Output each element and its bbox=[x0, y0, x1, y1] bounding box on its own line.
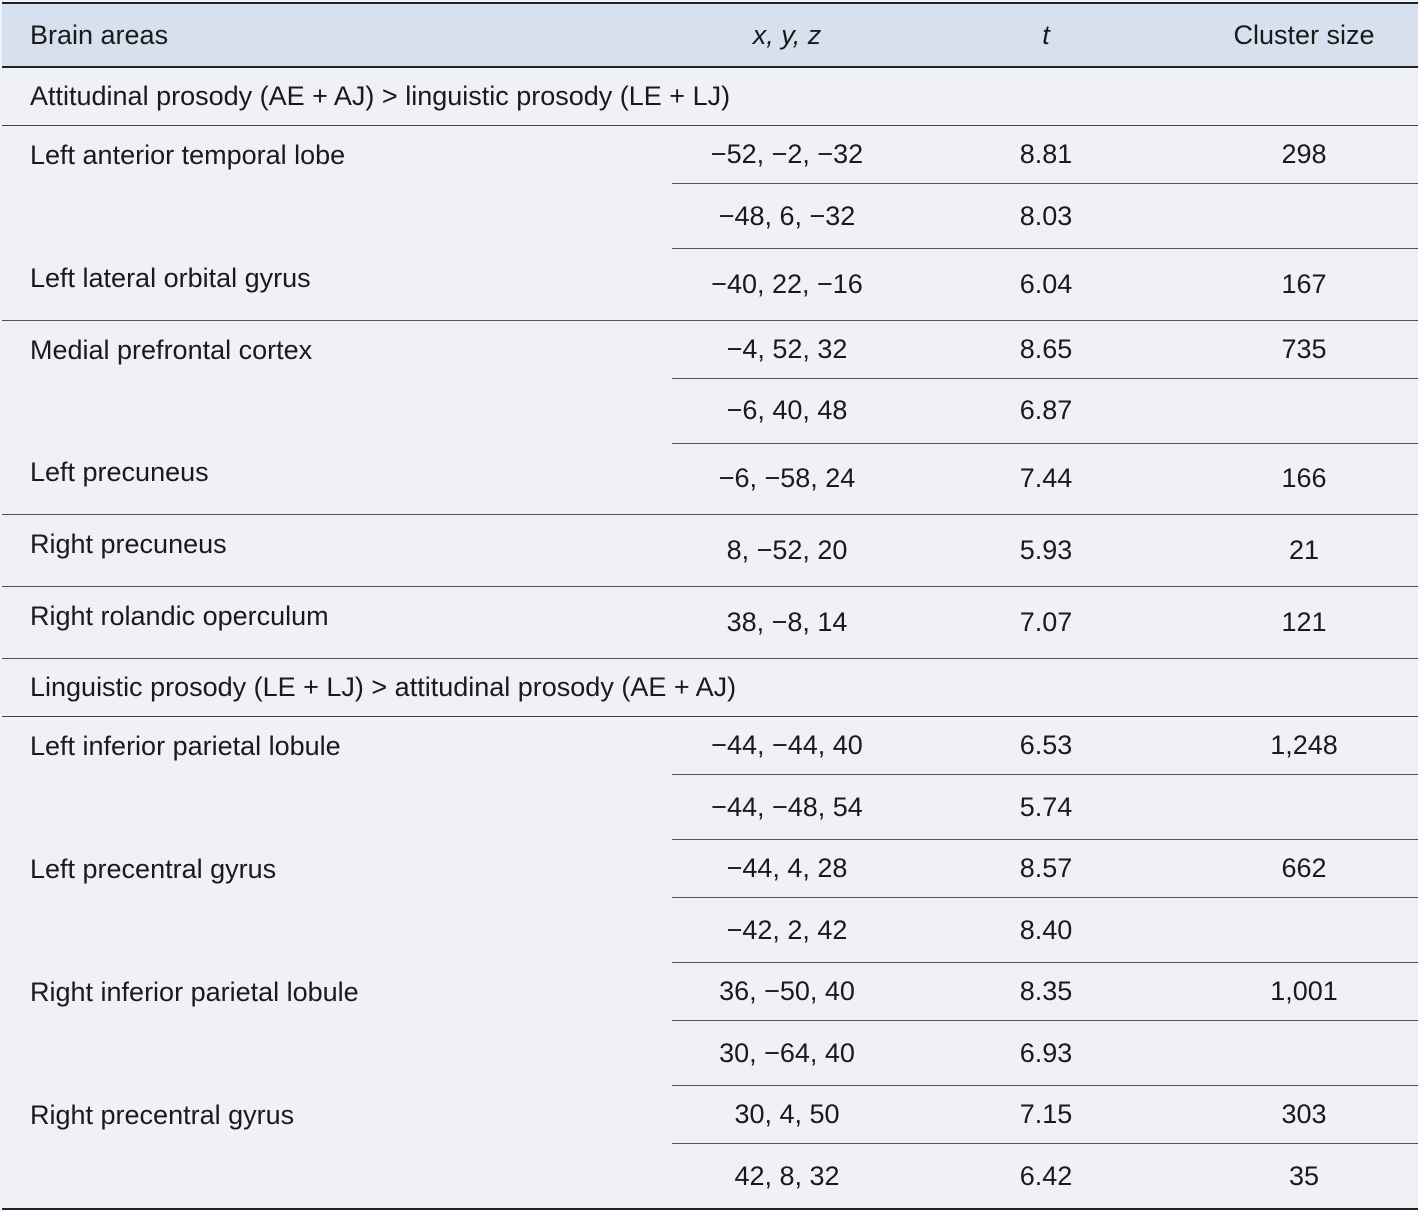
header-coordinates: x, y, z bbox=[672, 2, 902, 68]
brain-area-cell: Left precuneus bbox=[2, 443, 672, 515]
coordinates-cell: 42, 8, 32 bbox=[672, 1143, 902, 1210]
coordinates-cell: −42, 2, 42 bbox=[672, 897, 902, 963]
t-value-cell: 5.74 bbox=[902, 774, 1190, 840]
brain-area-cell: Left inferior parietal lobule bbox=[30, 731, 341, 761]
section-title: Linguistic prosody (LE + LJ) > attitudin… bbox=[2, 658, 1418, 717]
t-value-cell: 6.53 bbox=[902, 716, 1190, 775]
table-row: Medial prefrontal cortex −4, 52, 32 8.65 73… bbox=[2, 320, 1418, 379]
coordinates-cell: −6, 40, 48 bbox=[672, 378, 902, 444]
cluster-size-cell: 735 bbox=[1190, 320, 1418, 379]
brain-area-cell: Left lateral orbital gyrus bbox=[2, 248, 672, 321]
table-header-row: Brain areas x, y, z t Cluster size bbox=[2, 2, 1418, 68]
cluster-size-cell: 21 bbox=[1190, 514, 1418, 587]
table-row: −42, 2, 42 8.40 bbox=[2, 897, 1418, 963]
coordinates-cell: −44, −48, 54 bbox=[672, 774, 902, 840]
cluster-size-cell: 1,248 bbox=[1190, 716, 1418, 775]
header-t-value: t bbox=[902, 2, 1190, 68]
cluster-size-cell: 303 bbox=[1190, 1085, 1418, 1144]
table-body: Attitudinal prosody (AE + AJ) > linguist… bbox=[2, 67, 1418, 1210]
coordinates-cell: −52, −2, −32 bbox=[672, 125, 902, 184]
t-value-cell: 6.04 bbox=[902, 248, 1190, 321]
cluster-size-cell: 35 bbox=[1190, 1143, 1418, 1210]
section-header-row: Attitudinal prosody (AE + AJ) > linguist… bbox=[2, 67, 1418, 126]
table-row: Right rolandic operculum 38, −8, 14 7.07 12… bbox=[2, 586, 1418, 659]
brain-area-cell: Right precuneus bbox=[2, 514, 672, 587]
t-value-cell: 6.87 bbox=[902, 378, 1190, 444]
coordinates-cell: −4, 52, 32 bbox=[672, 320, 902, 379]
coordinates-cell: −48, 6, −32 bbox=[672, 183, 902, 249]
section-header-row: Linguistic prosody (LE + LJ) > attitudin… bbox=[2, 658, 1418, 717]
brain-area-cell: Right precentral gyrus bbox=[2, 1085, 672, 1210]
t-value-cell: 7.44 bbox=[902, 443, 1190, 515]
cluster-size-cell: 298 bbox=[1190, 125, 1418, 184]
coordinates-cell: 30, −64, 40 bbox=[672, 1020, 902, 1086]
cluster-size-cell bbox=[1190, 378, 1418, 444]
t-value-cell: 8.57 bbox=[902, 839, 1190, 898]
coordinates-cell: 36, −50, 40 bbox=[672, 962, 902, 1021]
table-row: −44, −48, 54 5.74 bbox=[2, 774, 1418, 840]
brain-area-cell: Right rolandic operculum bbox=[2, 586, 672, 659]
coordinates-cell: −40, 22, −16 bbox=[672, 248, 902, 321]
brain-area-cell: Left precentral gyrus bbox=[30, 853, 277, 884]
table-row: Left lateral orbital gyrus −40, 22, −16 6.… bbox=[2, 248, 1418, 321]
cluster-size-cell: 166 bbox=[1190, 443, 1418, 515]
t-value-cell: 6.42 bbox=[902, 1143, 1190, 1210]
coordinates-cell: 8, −52, 20 bbox=[672, 514, 902, 587]
t-value-cell: 7.15 bbox=[902, 1085, 1190, 1144]
coordinates-cell: 30, 4, 50 bbox=[672, 1085, 902, 1144]
coordinates-cell: −44, −44, 40 bbox=[672, 716, 902, 775]
coordinates-cell: −44, 4, 28 bbox=[672, 839, 902, 898]
brain-area-cell: Left anterior temporal lobe bbox=[30, 140, 346, 170]
coordinates-cell: −6, −58, 24 bbox=[672, 443, 902, 515]
table-row: 30, −64, 40 6.93 bbox=[2, 1020, 1418, 1086]
brain-area-cell: Right inferior parietal lobule bbox=[30, 976, 359, 1007]
header-cluster-size: Cluster size bbox=[1190, 2, 1418, 68]
table-row: Left precentral gyrus −44, 4, 28 8.57 662 bbox=[2, 839, 1418, 898]
table-row: Right precentral gyrus 30, 4, 50 7.15 303 bbox=[2, 1085, 1418, 1210]
cluster-size-cell: 167 bbox=[1190, 248, 1418, 321]
cluster-size-cell bbox=[1190, 774, 1418, 840]
t-value-cell: 7.07 bbox=[902, 586, 1190, 659]
section-title: Attitudinal prosody (AE + AJ) > linguist… bbox=[2, 67, 1418, 126]
table-row: Left inferior parietal lobule −44, −44, 4… bbox=[2, 716, 1418, 775]
t-value-cell: 8.40 bbox=[902, 897, 1190, 963]
table-row: Left anterior temporal lobe −52, −2, −32 8… bbox=[2, 125, 1418, 184]
t-value-cell: 8.81 bbox=[902, 125, 1190, 184]
brain-area-cell: Medial prefrontal cortex bbox=[30, 334, 313, 365]
table-row: Right inferior parietal lobule 36, −50, 4… bbox=[2, 962, 1418, 1021]
t-value-cell: 8.35 bbox=[902, 962, 1190, 1021]
cluster-size-cell: 662 bbox=[1190, 839, 1418, 898]
header-brain-areas: Brain areas bbox=[2, 2, 672, 68]
t-value-cell: 5.93 bbox=[902, 514, 1190, 587]
cluster-size-cell bbox=[1190, 897, 1418, 963]
t-value-cell: 8.65 bbox=[902, 320, 1190, 379]
t-value-cell: 8.03 bbox=[902, 183, 1190, 249]
cluster-size-cell bbox=[1190, 183, 1418, 249]
t-value-cell: 6.93 bbox=[902, 1020, 1190, 1086]
cluster-size-cell bbox=[1190, 1020, 1418, 1086]
table-row: −6, 40, 48 6.87 bbox=[2, 378, 1418, 444]
table-row: Left precuneus −6, −58, 24 7.44 166 bbox=[2, 443, 1418, 515]
cluster-size-cell: 1,001 bbox=[1190, 962, 1418, 1021]
coordinates-cell: 38, −8, 14 bbox=[672, 586, 902, 659]
table-row: Right precuneus 8, −52, 20 5.93 21 bbox=[2, 514, 1418, 587]
table-row: −48, 6, −32 8.03 bbox=[2, 183, 1418, 249]
cluster-size-cell: 121 bbox=[1190, 586, 1418, 659]
